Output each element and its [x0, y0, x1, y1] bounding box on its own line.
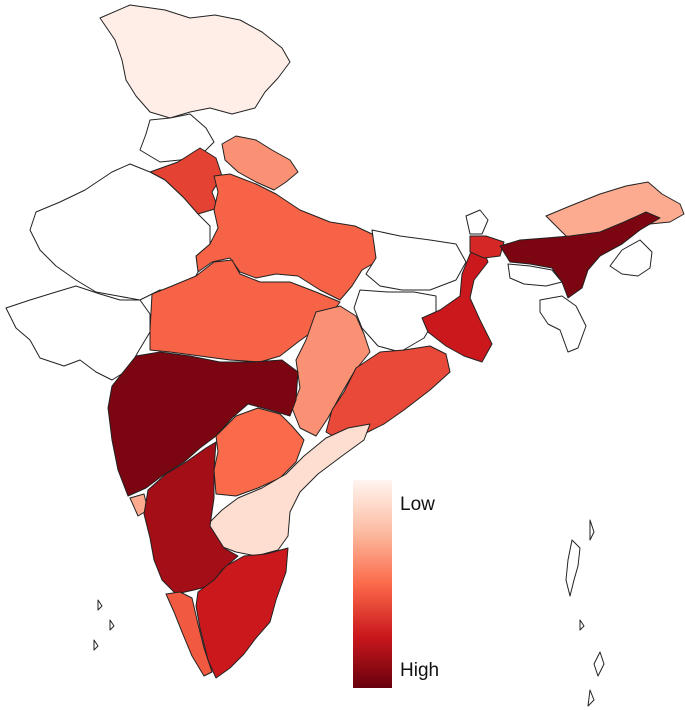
region-rajasthan	[29, 163, 211, 301]
region-tamil-nadu	[195, 547, 289, 679]
andaman-nicobar-islands	[565, 519, 605, 707]
region-jammu-kashmir	[99, 4, 291, 119]
region-sikkim	[465, 209, 489, 235]
legend-low-label: Low	[400, 494, 435, 515]
region-west-bengal	[421, 241, 493, 363]
region-uttarakhand	[221, 135, 299, 191]
region-sikkim-corridor	[469, 235, 505, 259]
region-meghalaya	[507, 263, 563, 287]
region-karnataka	[143, 441, 239, 595]
legend-color-scale	[353, 480, 392, 688]
region-kerala	[165, 591, 213, 677]
region-bihar	[365, 229, 467, 291]
region-chhattisgarh	[291, 305, 371, 437]
region-odisha	[325, 345, 451, 441]
legend-high-label: High	[400, 660, 440, 681]
region-tripura-mizoram	[539, 295, 587, 353]
region-maharashtra	[107, 351, 299, 497]
region-jharkhand	[353, 289, 437, 353]
lakshadweep-islands	[93, 599, 115, 651]
region-gujarat	[5, 285, 151, 381]
region-northeast-south	[609, 239, 653, 277]
region-assam	[499, 211, 661, 299]
